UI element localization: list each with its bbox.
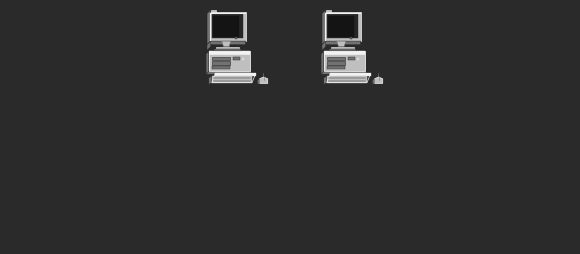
Polygon shape — [372, 79, 375, 84]
Bar — [324, 55, 365, 71]
Bar — [350, 37, 353, 39]
Polygon shape — [209, 12, 246, 41]
Polygon shape — [206, 51, 209, 74]
Bar — [242, 58, 244, 59]
Polygon shape — [324, 51, 365, 55]
Polygon shape — [211, 10, 216, 13]
Polygon shape — [321, 71, 368, 74]
Polygon shape — [209, 76, 212, 84]
Bar — [348, 57, 355, 60]
Polygon shape — [212, 76, 252, 83]
Bar — [233, 57, 240, 60]
Polygon shape — [330, 73, 371, 76]
Bar — [328, 16, 354, 37]
Polygon shape — [375, 77, 383, 84]
Polygon shape — [215, 73, 256, 76]
Bar — [212, 61, 230, 65]
Polygon shape — [322, 41, 326, 50]
Polygon shape — [259, 77, 268, 84]
Polygon shape — [337, 41, 346, 47]
Polygon shape — [324, 76, 327, 84]
Bar — [212, 66, 230, 69]
Polygon shape — [215, 49, 241, 51]
Bar — [212, 14, 243, 38]
Polygon shape — [322, 41, 361, 45]
Bar — [209, 55, 250, 71]
Polygon shape — [207, 10, 211, 45]
Bar — [213, 16, 239, 37]
Bar — [327, 14, 358, 38]
Bar — [327, 61, 345, 65]
Bar — [357, 58, 359, 59]
Polygon shape — [207, 41, 211, 50]
Polygon shape — [216, 47, 239, 49]
Polygon shape — [324, 12, 361, 41]
Polygon shape — [331, 47, 354, 49]
Bar — [327, 66, 345, 69]
Polygon shape — [206, 71, 253, 74]
Polygon shape — [222, 41, 231, 47]
Bar — [327, 57, 345, 60]
Bar — [234, 37, 237, 39]
Bar — [212, 57, 230, 60]
Polygon shape — [326, 10, 331, 13]
Polygon shape — [209, 51, 250, 55]
Polygon shape — [327, 76, 367, 83]
Polygon shape — [329, 49, 356, 51]
Polygon shape — [322, 10, 326, 45]
Polygon shape — [321, 51, 324, 74]
Polygon shape — [258, 79, 259, 84]
Polygon shape — [207, 41, 246, 45]
